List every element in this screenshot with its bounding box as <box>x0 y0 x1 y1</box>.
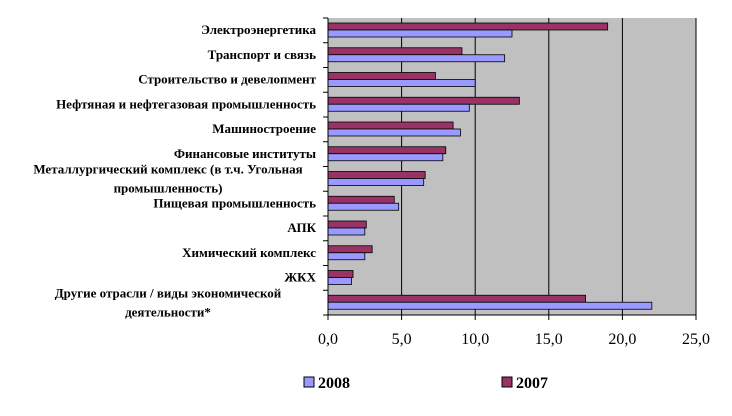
bar-2007 <box>327 171 426 179</box>
legend-swatch-2007 <box>501 376 513 388</box>
bar-2008 <box>327 277 352 285</box>
bar-2008 <box>327 128 461 137</box>
bar-2008 <box>327 153 444 162</box>
bar-2007 <box>327 270 354 278</box>
category-label: ЖКХ <box>284 270 316 285</box>
category-labels: Электроэнергетика Транспорт и связь Строит… <box>33 22 316 319</box>
category-label: Металлургический комплекс (в т.ч. Угольн… <box>33 162 302 196</box>
bar-2007 <box>327 195 395 204</box>
legend: 2008 2007 <box>303 375 548 392</box>
category-label: Строительство и девелопмент <box>138 72 316 87</box>
category-label: Финансовые институты <box>174 146 316 161</box>
bar-2008 <box>327 103 470 112</box>
bar-2007 <box>327 72 436 80</box>
legend-label-2008: 2008 <box>318 375 350 392</box>
category-label: Нефтяная и нефтегазовая промышленность <box>56 96 316 111</box>
x-tick-label: 5,0 <box>392 331 412 348</box>
gridlines <box>401 18 697 315</box>
plot-area <box>328 18 696 315</box>
bar-2008 <box>327 178 425 186</box>
bar-2007 <box>327 47 463 56</box>
x-tick-label: 25,0 <box>682 331 710 348</box>
x-tick-label: 15,0 <box>535 331 563 348</box>
bar-2007 <box>327 220 367 229</box>
bar-2007 <box>327 96 520 105</box>
bar-2007 <box>327 294 587 303</box>
bar-2008 <box>327 54 506 63</box>
bar-2007 <box>327 146 447 155</box>
x-tick-label: 0,0 <box>318 331 338 348</box>
axis-ticks <box>323 17 697 320</box>
bar-2008 <box>327 79 476 87</box>
category-label: Пищевая промышленность <box>153 195 316 210</box>
category-label: Транспорт и связь <box>208 47 316 62</box>
bar-2008 <box>327 227 366 236</box>
category-label: Электроэнергетика <box>201 22 316 37</box>
legend-swatch-2008 <box>303 376 315 388</box>
bar-2008 <box>327 301 653 310</box>
category-label: Другие отрасли / виды экономической деяте… <box>55 285 282 319</box>
category-label: Машиностроение <box>212 121 316 136</box>
category-label: Химический комплекс <box>182 245 316 260</box>
bar-2007 <box>327 121 454 130</box>
x-tick-labels: 0,0 5,0 10,0 15,0 20,0 25,0 <box>318 331 710 348</box>
legend-label-2007: 2007 <box>516 375 548 392</box>
bar-2008 <box>327 202 400 211</box>
bar-2007 <box>327 22 609 31</box>
bar-2007 <box>327 245 373 254</box>
bar-2008 <box>327 252 366 261</box>
bar-2008 <box>327 29 513 38</box>
bars <box>327 22 653 310</box>
x-tick-label: 20,0 <box>608 331 636 348</box>
x-tick-label: 10,0 <box>461 331 489 348</box>
category-label: АПК <box>287 220 316 235</box>
